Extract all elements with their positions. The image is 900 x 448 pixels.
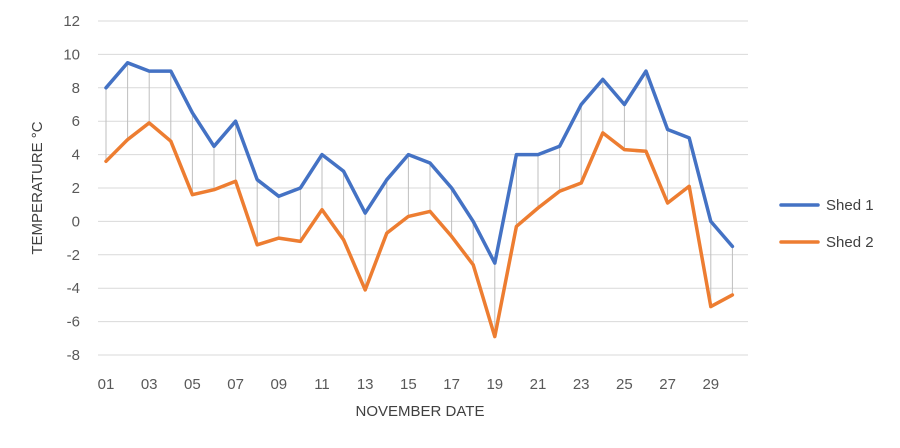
y-axis-title: TEMPERATURE °C — [29, 121, 46, 254]
x-tick-label: 21 — [530, 376, 547, 393]
x-tick-label: 15 — [400, 376, 417, 393]
y-tick-label: 10 — [63, 46, 80, 63]
series-lines — [104, 61, 735, 339]
legend: Shed 1 Shed 2 — [779, 197, 874, 251]
y-axis-ticks: 12 10 8 6 4 2 0 -2 -4 -6 -8 — [63, 13, 80, 364]
y-tick-label: 6 — [72, 113, 80, 130]
series-line-shed-2 — [104, 121, 735, 339]
x-tick-label: 29 — [702, 376, 719, 393]
gridlines — [98, 20, 748, 356]
y-tick-label: 12 — [63, 13, 80, 30]
x-tick-label: 07 — [227, 376, 244, 393]
y-tick-label: -6 — [67, 314, 80, 331]
series-line-shed-1 — [104, 61, 735, 265]
y-tick-label: 0 — [72, 213, 80, 230]
x-tick-label: 25 — [616, 376, 633, 393]
y-tick-label: 2 — [72, 180, 80, 197]
x-tick-label: 19 — [486, 376, 503, 393]
y-tick-label: 8 — [72, 80, 80, 97]
x-tick-label: 17 — [443, 376, 460, 393]
x-tick-label: 09 — [270, 376, 287, 393]
legend-label: Shed 2 — [826, 234, 874, 251]
x-axis-title: NOVEMBER DATE — [356, 403, 485, 420]
x-tick-label: 05 — [184, 376, 201, 393]
legend-label: Shed 1 — [826, 197, 874, 214]
x-tick-label: 11 — [314, 376, 330, 393]
x-axis-ticks: 01 03 05 07 09 11 13 15 17 19 21 23 25 27 29 — [98, 376, 719, 393]
x-tick-label: 27 — [659, 376, 676, 393]
y-tick-label: -4 — [67, 280, 80, 297]
y-tick-label: 4 — [72, 147, 80, 164]
y-tick-label: -8 — [67, 347, 80, 364]
y-tick-label: -2 — [67, 247, 80, 264]
x-tick-label: 01 — [98, 376, 115, 393]
x-tick-label: 03 — [141, 376, 158, 393]
x-tick-label: 23 — [573, 376, 590, 393]
drop-lines — [105, 62, 733, 337]
x-tick-label: 13 — [357, 376, 374, 393]
